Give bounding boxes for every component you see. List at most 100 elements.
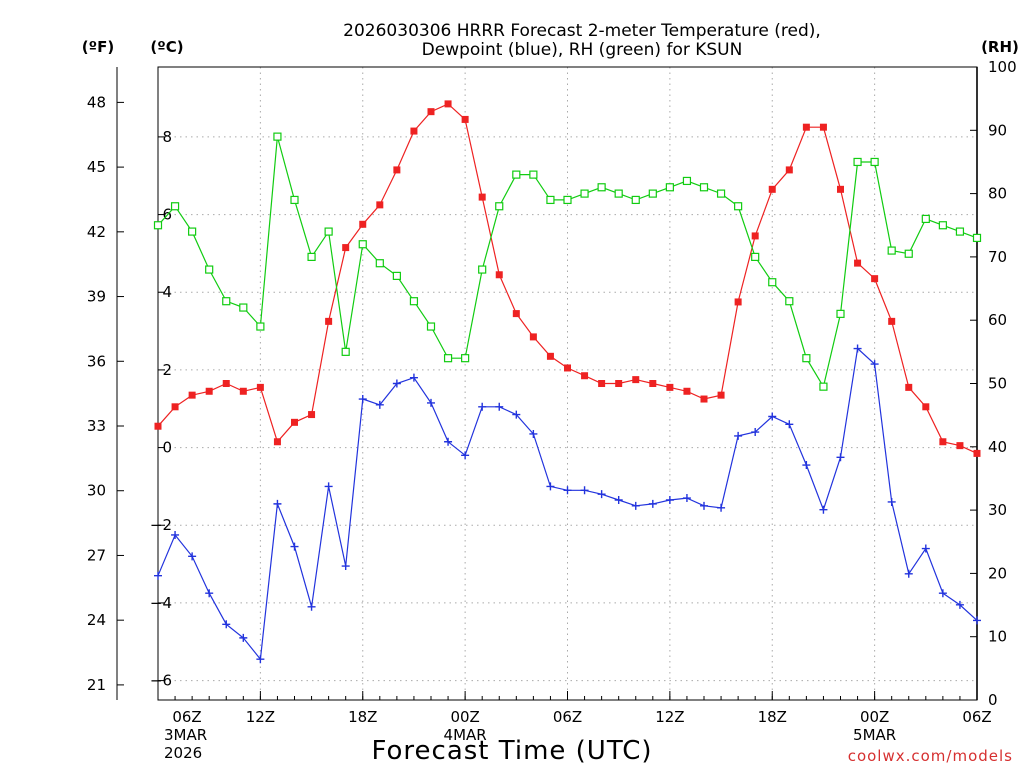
data-point-dewpoint [631,501,640,510]
data-point-temperature [461,115,469,123]
data-point-temperature [342,244,350,252]
data-point-rh [443,354,453,363]
data-point-rh [734,202,743,211]
data-point-dewpoint [887,497,896,506]
data-point-rh [529,170,538,179]
data-point-temperature [256,383,264,391]
data-point-dewpoint [154,571,162,580]
data-point-temperature [666,383,674,391]
data-point-temperature [308,411,316,419]
data-point-dewpoint [904,569,913,578]
credit-text: coolwx.com/models [848,747,1013,765]
data-point-temperature [751,232,759,240]
data-point-temperature [802,123,810,131]
data-point-temperature [359,220,367,228]
data-point-rh [631,195,640,205]
data-point-rh [341,347,350,356]
data-point-rh [239,303,248,312]
data-point-temperature [956,442,964,450]
data-point-rh [188,227,197,236]
data-point-rh [751,252,760,261]
data-point-rh [358,240,367,249]
data-point-rh [972,233,982,243]
data-point-temperature [512,310,520,318]
data-point-temperature [837,185,844,193]
data-point-temperature [427,108,435,116]
unit-label-celsius: (ºC) [150,38,183,56]
data-point-dewpoint [580,486,589,495]
data-point-rh [853,157,862,167]
fahrenheit-axis: 48 45 42 39 36 33 30 27 24 21 [87,93,124,694]
rh-tick-label: 90 [988,121,1007,139]
celsius-tick-label: 0 [162,439,172,457]
time-tick-label: 12Z [655,708,684,726]
data-point-rh [256,322,265,331]
data-point-dewpoint [819,505,828,514]
data-point-rh [904,249,913,258]
data-point-temperature [376,201,384,209]
data-point-dewpoint [358,395,367,404]
x-axis-title: Forecast Time (UTC) [371,736,652,766]
year-label: 2026 [164,744,202,762]
data-point-rh [170,202,180,211]
data-point-dewpoint [938,589,947,598]
time-tick-label: 06Z [172,708,201,726]
data-point-rh [819,382,828,391]
data-point-rh [512,170,521,179]
data-point-dewpoint [597,490,606,499]
data-point-rh [478,265,487,274]
data-point-dewpoint [546,482,555,491]
celsius-tick-label: −4 [150,594,172,612]
data-point-dewpoint [751,428,760,437]
celsius-tick-label: 2 [162,361,172,379]
data-point-rh [870,157,879,167]
data-point-rh [614,189,623,198]
data-point-temperature [581,372,589,380]
data-point-temperature [871,275,879,283]
data-point-temperature [444,100,452,108]
date-label: 3MAR [164,726,207,744]
data-point-dewpoint [290,542,299,551]
data-point-temperature [410,127,418,135]
rh-tick-label: 100 [988,58,1017,76]
data-point-rh [153,221,163,230]
data-point-rh [699,183,709,192]
rh-tick-label: 20 [988,564,1007,582]
unit-label-rh: (RH) [981,38,1019,56]
data-point-dewpoint [256,655,265,664]
data-point-temperature [171,403,179,411]
celsius-tick-label: 4 [162,283,172,301]
series-layer [153,100,982,664]
time-tick-label: 06Z [962,708,991,726]
data-point-temperature [564,364,571,372]
data-point-temperature [734,298,742,306]
fahrenheit-tick-label: 21 [87,676,106,694]
data-point-dewpoint [955,600,964,609]
time-tick-label: 06Z [553,708,582,726]
celsius-tick-label: 8 [162,128,172,146]
data-point-rh [290,195,299,205]
time-tick-label: 18Z [758,708,787,726]
data-point-rh [597,183,606,192]
data-point-dewpoint [648,499,657,508]
data-point-dewpoint [495,402,504,411]
data-point-temperature [973,449,981,457]
fahrenheit-tick-label: 27 [87,546,106,564]
data-point-dewpoint [239,633,248,642]
data-point-dewpoint [717,503,726,512]
rh-tick-label: 30 [988,501,1007,519]
rh-tick-label: 50 [988,375,1007,393]
chart-title-line2: Dewpoint (blue), RH (green) for KSUN [422,40,743,60]
fahrenheit-tick-label: 48 [87,93,106,111]
data-point-dewpoint [375,400,384,409]
rh-tick-label: 0 [988,691,998,709]
data-point-dewpoint [734,431,743,440]
data-point-temperature [819,123,827,131]
data-point-temperature [700,395,708,403]
data-point-temperature [478,193,486,201]
data-point-dewpoint [665,496,674,505]
data-point-dewpoint [478,402,487,411]
